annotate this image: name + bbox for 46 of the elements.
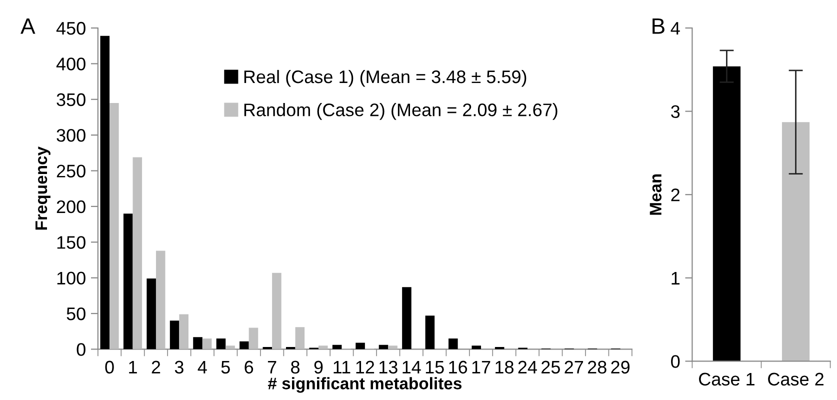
x-tick-label: 18 (496, 360, 514, 374)
x-tick-label: Case 2 (768, 372, 824, 386)
x-tick-label: 25 (542, 360, 560, 374)
y-tick-label: 4 (670, 22, 680, 35)
x-tick-label: 17 (472, 360, 490, 374)
legend-label: Random (Case 2) (Mean = 2.09 ± 2.67) (244, 103, 558, 120)
y-tick-label: 300 (56, 129, 86, 142)
x-tick-label: 28 (588, 360, 606, 374)
x-tick-label: 4 (198, 360, 207, 374)
y-axis-title: Frequency (36, 146, 50, 230)
x-tick-label: 13 (379, 360, 398, 374)
x-tick-label: 2 (152, 360, 160, 374)
x-tick-label: 27 (564, 360, 584, 374)
legend-label: Real (Case 1) (Mean = 3.48 ± 5.59) (244, 70, 526, 87)
x-tick-label: 7 (268, 360, 276, 374)
y-tick-label: 0 (76, 343, 86, 356)
x-tick-label: 12 (356, 360, 374, 374)
y-tick-label: 150 (57, 236, 86, 249)
y-tick-label: 250 (56, 164, 86, 178)
x-tick-label: 6 (244, 360, 254, 374)
y-tick-label: 200 (56, 200, 86, 214)
y-tick-label: 50 (66, 307, 86, 320)
y-tick-label: 450 (56, 22, 86, 35)
y-tick-label: 2 (671, 188, 680, 202)
x-tick-label: 15 (426, 360, 444, 374)
x-tick-label: 9 (314, 360, 323, 374)
y-tick-label: 1 (672, 272, 680, 284)
y-tick-label: 3 (671, 105, 680, 118)
y-axis-title: Mean (650, 174, 662, 215)
x-tick-label: 29 (611, 360, 630, 374)
y-tick-label: 350 (56, 93, 86, 106)
chart-title: B (652, 18, 664, 34)
x-tick-label: 3 (174, 360, 184, 374)
y-tick-label: 100 (57, 272, 86, 285)
x-tick-label: 24 (518, 360, 537, 374)
x-tick-label: 14 (402, 360, 421, 374)
x-tick-label: 16 (449, 360, 468, 374)
x-tick-label: Case 1 (699, 372, 754, 386)
x-tick-label: 5 (221, 360, 230, 374)
chart-title: A (20, 18, 36, 34)
x-tick-label: 8 (291, 360, 300, 374)
x-axis-title: # significant metabolites (268, 377, 462, 393)
x-tick-label: 11 (334, 360, 350, 374)
y-tick-label: 400 (56, 58, 86, 70)
x-tick-label: 0 (105, 360, 114, 374)
x-tick-label: 1 (129, 360, 137, 374)
